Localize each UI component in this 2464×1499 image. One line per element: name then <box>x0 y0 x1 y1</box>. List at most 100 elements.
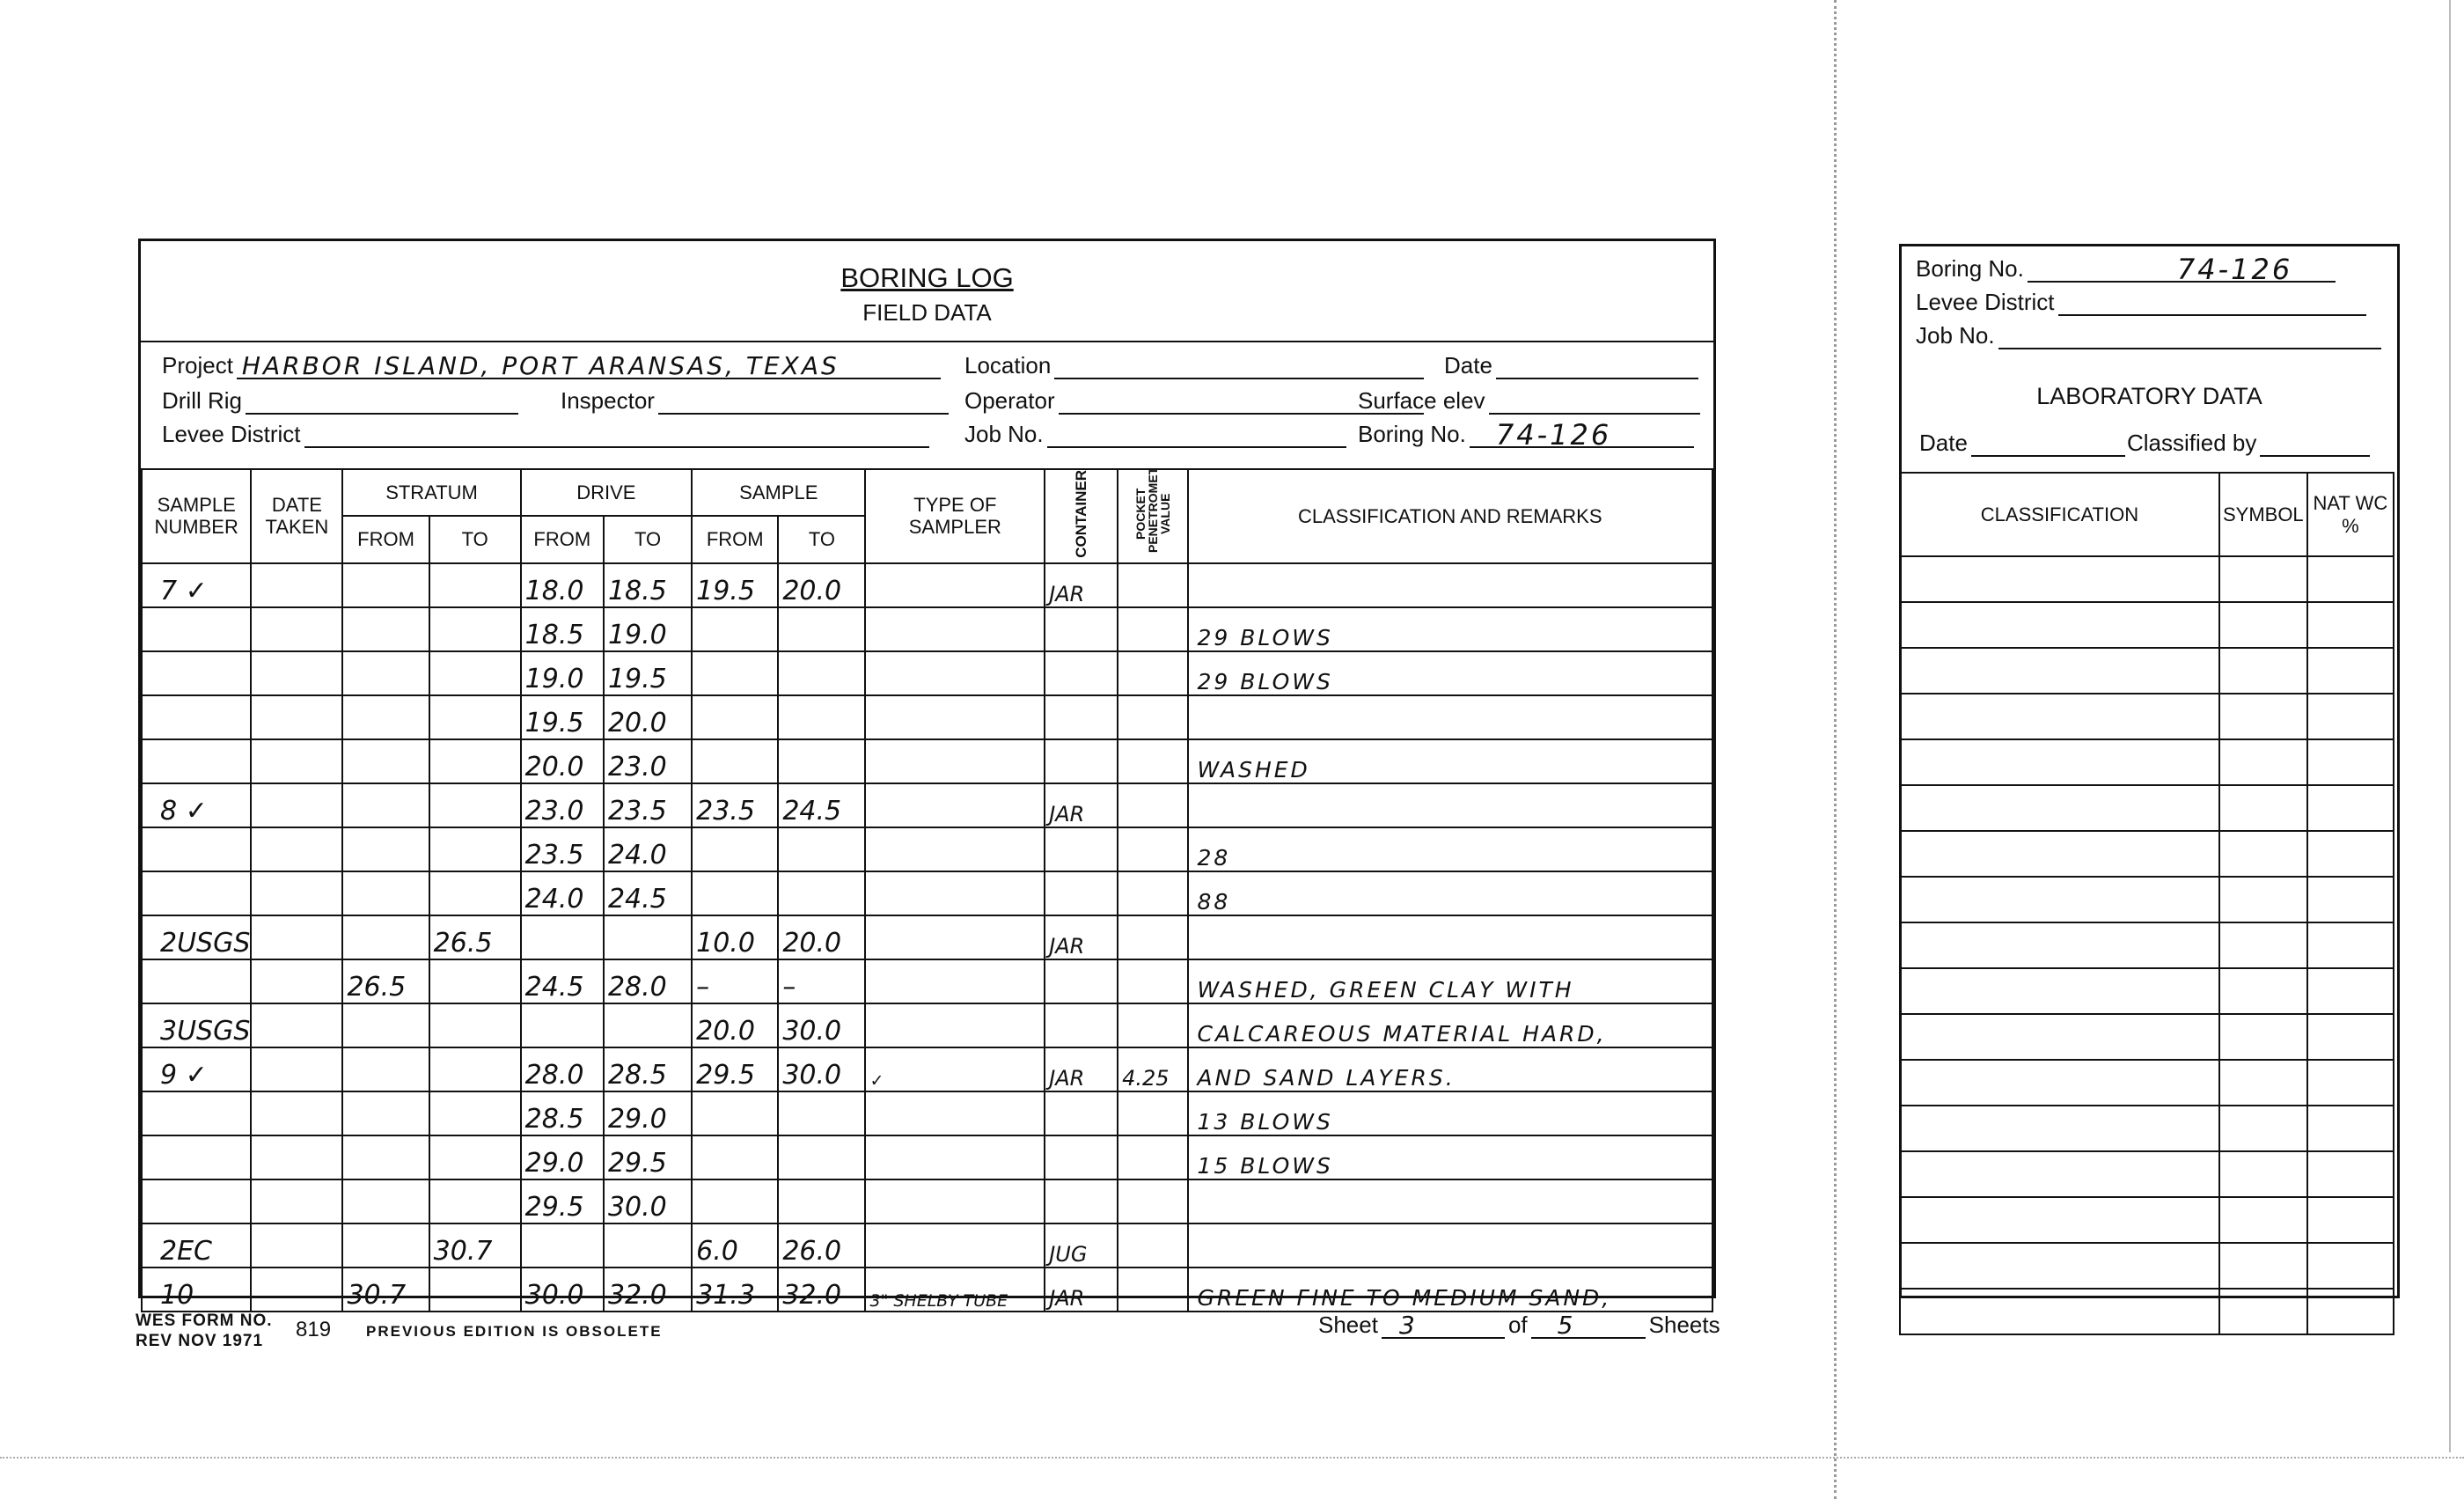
lab-cell-classification[interactable] <box>1899 1196 2220 1244</box>
cell-sample-number[interactable] <box>140 826 253 872</box>
cell-stratum-from[interactable] <box>341 1046 430 1092</box>
cell-drive-to[interactable] <box>602 1002 693 1048</box>
cell-pocket-penetrometer[interactable] <box>1117 650 1189 696</box>
cell-sample-from[interactable] <box>691 738 780 784</box>
cell-stratum-from[interactable] <box>341 1002 430 1048</box>
sheet-number[interactable]: 3 <box>1381 1312 1505 1339</box>
cell-sample-to[interactable]: 20.0 <box>777 562 867 608</box>
cell-sampler-type[interactable] <box>864 1178 1046 1224</box>
lab-cell-classification[interactable] <box>1899 738 2220 786</box>
cell-sample-to[interactable] <box>777 738 867 784</box>
inspector-value[interactable] <box>657 388 949 415</box>
cell-drive-to[interactable]: 29.5 <box>602 1134 693 1180</box>
cell-sample-from[interactable] <box>691 870 780 916</box>
cell-container[interactable] <box>1044 1134 1119 1180</box>
drill-rig-value[interactable] <box>246 388 518 415</box>
cell-remarks[interactable] <box>1186 914 1713 960</box>
lab-cell-nat-wc[interactable] <box>2306 1013 2395 1061</box>
cell-pocket-penetrometer[interactable] <box>1117 562 1189 608</box>
cell-container[interactable] <box>1044 650 1119 696</box>
cell-container[interactable]: JUG <box>1044 1222 1119 1268</box>
cell-sample-number[interactable]: 9 ✓ <box>140 1046 253 1092</box>
lab-cell-symbol[interactable] <box>2218 738 2308 786</box>
cell-sample-from[interactable]: 31.3 <box>691 1266 780 1312</box>
cell-stratum-from[interactable] <box>341 1178 430 1224</box>
cell-sample-number[interactable] <box>140 870 253 916</box>
cell-drive-to[interactable]: 23.5 <box>602 782 693 828</box>
cell-stratum-to[interactable] <box>428 870 522 916</box>
cell-container[interactable]: JAR <box>1044 914 1119 960</box>
cell-remarks[interactable] <box>1186 782 1713 828</box>
cell-sample-number[interactable]: 8 ✓ <box>140 782 253 828</box>
date-value[interactable] <box>1495 353 1698 379</box>
cell-stratum-to[interactable] <box>428 1266 522 1312</box>
cell-stratum-from[interactable] <box>341 650 430 696</box>
cell-sample-number[interactable] <box>140 1178 253 1224</box>
lab-levee-district-value[interactable] <box>2057 290 2366 316</box>
cell-pocket-penetrometer[interactable] <box>1117 1222 1189 1268</box>
cell-drive-to[interactable] <box>602 914 693 960</box>
cell-sampler-type[interactable] <box>864 1134 1046 1180</box>
lab-cell-nat-wc[interactable] <box>2306 601 2395 649</box>
cell-drive-from[interactable]: 19.0 <box>519 650 605 696</box>
cell-sample-to[interactable]: 20.0 <box>777 914 867 960</box>
cell-sample-number[interactable] <box>140 1090 253 1136</box>
cell-sample-from[interactable] <box>691 1090 780 1136</box>
cell-pocket-penetrometer[interactable] <box>1117 606 1189 652</box>
cell-remarks[interactable]: WASHED, GREEN CLAY WITH <box>1186 958 1713 1004</box>
cell-pocket-penetrometer[interactable]: 4.25 <box>1117 1046 1189 1092</box>
cell-pocket-penetrometer[interactable] <box>1117 1266 1189 1312</box>
lab-cell-symbol[interactable] <box>2218 784 2308 832</box>
cell-sample-to[interactable] <box>777 1178 867 1224</box>
cell-sampler-type[interactable] <box>864 694 1046 740</box>
cell-pocket-penetrometer[interactable] <box>1117 826 1189 872</box>
cell-container[interactable] <box>1044 1090 1119 1136</box>
cell-stratum-to[interactable]: 30.7 <box>428 1222 522 1268</box>
cell-sample-to[interactable] <box>777 1134 867 1180</box>
cell-stratum-to[interactable] <box>428 1134 522 1180</box>
cell-container[interactable] <box>1044 870 1119 916</box>
lab-cell-classification[interactable] <box>1899 1288 2220 1335</box>
cell-pocket-penetrometer[interactable] <box>1117 958 1189 1004</box>
cell-drive-from[interactable]: 18.0 <box>519 562 605 608</box>
cell-date-taken[interactable] <box>250 650 344 696</box>
lab-cell-nat-wc[interactable] <box>2306 1288 2395 1335</box>
cell-sample-from[interactable]: 10.0 <box>691 914 780 960</box>
cell-sample-number[interactable] <box>140 606 253 652</box>
lab-cell-symbol[interactable] <box>2218 601 2308 649</box>
cell-sample-from[interactable] <box>691 606 780 652</box>
lab-cell-symbol[interactable] <box>2218 1013 2308 1061</box>
cell-stratum-from[interactable] <box>341 914 430 960</box>
cell-container[interactable]: JAR <box>1044 782 1119 828</box>
lab-cell-symbol[interactable] <box>2218 1242 2308 1290</box>
cell-sampler-type[interactable] <box>864 826 1046 872</box>
cell-pocket-penetrometer[interactable] <box>1117 738 1189 784</box>
cell-sample-from[interactable]: 6.0 <box>691 1222 780 1268</box>
lab-cell-nat-wc[interactable] <box>2306 647 2395 694</box>
cell-sampler-type[interactable] <box>864 1222 1046 1268</box>
lab-cell-nat-wc[interactable] <box>2306 1242 2395 1290</box>
cell-container[interactable] <box>1044 1002 1119 1048</box>
cell-remarks[interactable]: 28 <box>1186 826 1713 872</box>
cell-date-taken[interactable] <box>250 782 344 828</box>
cell-sample-number[interactable] <box>140 958 253 1004</box>
cell-pocket-penetrometer[interactable] <box>1117 1090 1189 1136</box>
cell-pocket-penetrometer[interactable] <box>1117 1178 1189 1224</box>
cell-date-taken[interactable] <box>250 958 344 1004</box>
lab-cell-nat-wc[interactable] <box>2306 784 2395 832</box>
lab-date-value[interactable] <box>1970 430 2125 457</box>
cell-stratum-from[interactable] <box>341 782 430 828</box>
lab-job-no-value[interactable] <box>1998 323 2381 349</box>
cell-sample-from[interactable] <box>691 1134 780 1180</box>
cell-sample-number[interactable] <box>140 738 253 784</box>
job-no-value[interactable] <box>1046 422 1346 448</box>
lab-boring-no-value[interactable]: 74-126 <box>2027 255 2336 283</box>
lab-cell-classification[interactable] <box>1899 601 2220 649</box>
cell-sample-to[interactable]: 26.0 <box>777 1222 867 1268</box>
cell-sampler-type[interactable]: 3" SHELBY TUBE <box>864 1266 1046 1312</box>
cell-sample-number[interactable] <box>140 1134 253 1180</box>
cell-drive-to[interactable]: 29.0 <box>602 1090 693 1136</box>
cell-sample-from[interactable] <box>691 826 780 872</box>
cell-remarks[interactable] <box>1186 694 1713 740</box>
project-value[interactable]: HARBOR ISLAND, PORT ARANSAS, TEXAS <box>236 353 941 379</box>
